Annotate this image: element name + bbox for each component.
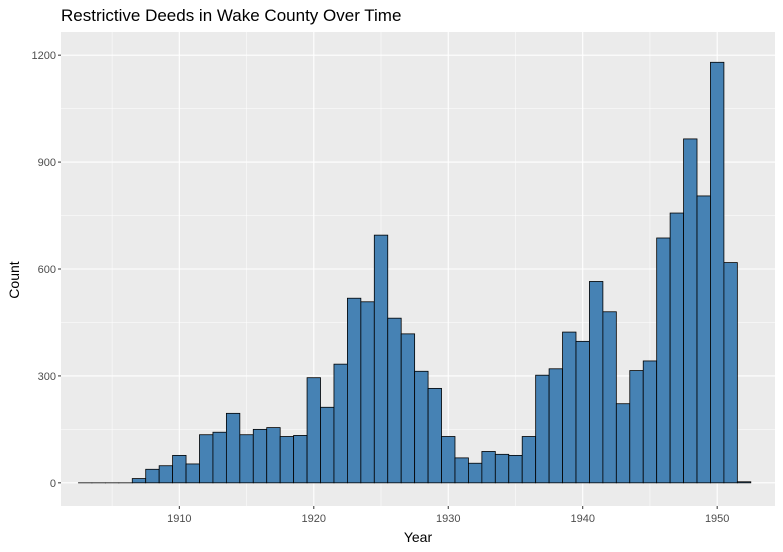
y-tick-label: 1200 <box>32 50 56 62</box>
histogram-bar <box>535 374 550 484</box>
histogram-bar <box>521 436 537 484</box>
histogram-bars <box>78 61 752 484</box>
histogram-bar <box>414 370 429 484</box>
x-axis-title: Year <box>404 529 433 545</box>
histogram-bar <box>468 462 483 484</box>
histogram-bar <box>347 297 362 484</box>
histogram-bar <box>615 403 631 484</box>
histogram-bar <box>548 368 563 484</box>
histogram-bar <box>400 333 416 484</box>
histogram-bar <box>602 311 617 484</box>
histogram-bar <box>656 237 671 484</box>
histogram-bar <box>131 478 147 484</box>
histogram-bar <box>589 281 604 484</box>
histogram-bar <box>629 370 644 484</box>
histogram-bar <box>212 431 227 484</box>
histogram-bar <box>333 363 348 484</box>
y-tick-label: 300 <box>38 371 56 383</box>
histogram-bar <box>696 195 711 484</box>
x-axis: 1910 1920 1930 1940 1950 <box>167 506 729 525</box>
y-tick-label: 600 <box>38 264 56 276</box>
x-tick-label: 1930 <box>436 513 460 525</box>
histogram-bar <box>145 468 160 484</box>
histogram-bar <box>508 454 523 484</box>
x-tick-label: 1940 <box>570 513 594 525</box>
histogram-bar <box>736 481 752 484</box>
histogram-bar <box>454 457 469 484</box>
y-axis: 0 300 600 900 1200 <box>32 50 61 490</box>
histogram-bar <box>279 436 295 484</box>
histogram-bar <box>575 340 590 484</box>
histogram-bar <box>427 387 442 484</box>
x-tick-label: 1950 <box>705 513 729 525</box>
histogram-bar <box>669 212 684 484</box>
histogram-bar <box>387 317 402 484</box>
histogram-bar <box>562 331 577 484</box>
histogram-bar <box>441 436 456 484</box>
histogram-bar <box>158 465 174 484</box>
histogram-bar <box>199 434 214 484</box>
chart-title: Restrictive Deeds in Wake County Over Ti… <box>61 6 402 25</box>
histogram-bar <box>185 463 200 484</box>
histogram-bar <box>266 427 281 484</box>
histogram-bar <box>320 406 335 484</box>
x-tick-label: 1910 <box>167 513 191 525</box>
histogram-bar <box>373 234 389 484</box>
histogram-bar <box>494 453 510 484</box>
histogram-bar <box>306 377 321 484</box>
y-tick-label: 900 <box>38 157 56 169</box>
y-axis-title: Count <box>6 261 22 298</box>
histogram-bar <box>225 412 241 484</box>
histogram-bar <box>172 454 187 484</box>
histogram-bar <box>642 360 658 484</box>
histogram-bar <box>239 434 254 484</box>
histogram-bar <box>293 435 308 484</box>
histogram-bar <box>710 61 725 484</box>
x-tick-label: 1920 <box>302 513 326 525</box>
y-tick-label: 0 <box>50 478 56 490</box>
histogram-bar <box>683 138 698 484</box>
histogram-bar <box>360 301 375 484</box>
histogram-bar <box>252 428 268 484</box>
histogram-bar <box>481 451 496 484</box>
histogram-bar <box>723 262 738 484</box>
